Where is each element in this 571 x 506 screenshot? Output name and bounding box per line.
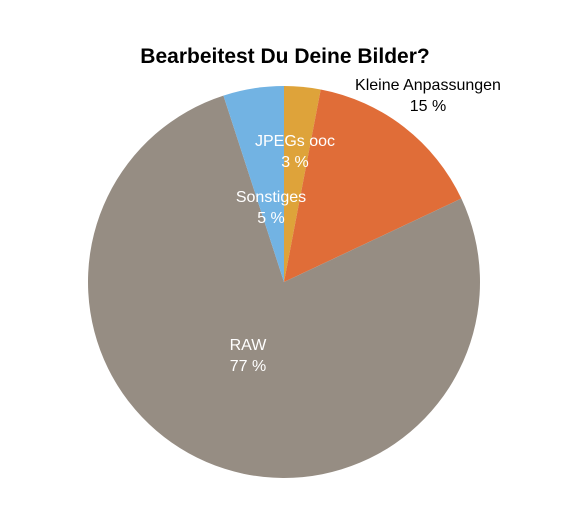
pie-slice-jpegs-ooc xyxy=(284,86,321,282)
pie-slice-raw xyxy=(88,95,481,478)
slice-label: JPEGs ooc xyxy=(255,133,335,150)
slice-value-label: 15 % xyxy=(410,98,446,115)
slice-label: RAW xyxy=(230,337,268,354)
slice-value-label: 3 % xyxy=(281,154,309,171)
pie-slices xyxy=(88,86,481,478)
slice-value-label: 77 % xyxy=(230,358,266,375)
slice-label: Kleine Anpassungen xyxy=(355,77,501,94)
pie-slice-kleine-anpassungen xyxy=(284,89,462,282)
pie-slice-sonstiges xyxy=(223,86,284,282)
chart-title: Bearbeitest Du Deine Bilder? xyxy=(140,45,429,68)
slice-label: Sonstiges xyxy=(236,189,306,206)
pie-labels: JPEGs ooc 3 % Kleine Anpassungen 15 % RAW 77 … xyxy=(230,77,501,375)
slice-value-label: 5 % xyxy=(257,210,285,227)
